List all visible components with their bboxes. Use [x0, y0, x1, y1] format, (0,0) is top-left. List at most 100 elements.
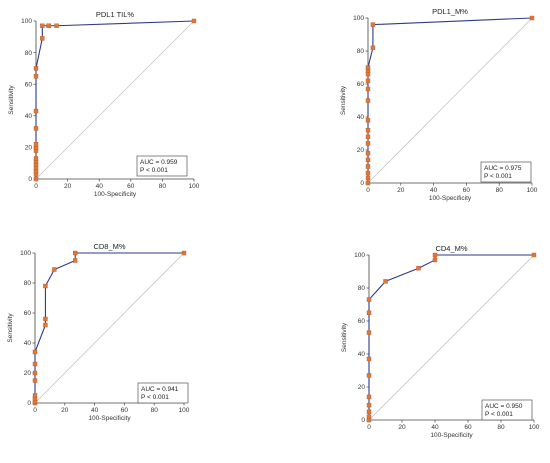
chart-4-y-tick-label: 80: [358, 285, 366, 292]
chart-1-data-point: [33, 74, 39, 79]
chart-2-x-tick-label: 80: [496, 187, 504, 194]
chart-4-p-value-label: P < 0.001: [485, 411, 513, 418]
chart-1-data-point: [33, 108, 39, 114]
chart-2-data-point: [365, 98, 371, 103]
chart-1-x-tick-label: 80: [159, 183, 167, 190]
chart-2-data-point: [365, 151, 371, 156]
chart-3-x-tick-label: 40: [91, 407, 99, 414]
chart-2-data-point: [365, 157, 371, 163]
chart-2-auc-label: AUC = 0.975: [484, 165, 522, 172]
chart-3-reference-diagonal: [34, 252, 185, 404]
chart-1-x-tick-label: 20: [64, 183, 72, 190]
chart-4-y-tick-label: 60: [358, 318, 366, 325]
chart-4-data-point: [416, 266, 421, 271]
chart-2-data-point: [365, 175, 371, 181]
chart-1-data-point: [33, 176, 39, 182]
chart-4-x-tick-label: 40: [431, 424, 439, 431]
chart-1-title: PDL1 TIL%: [96, 10, 135, 19]
chart-3-y-tick-label: 60: [24, 310, 32, 317]
chart-3-y-axis-label: Sensitivity: [7, 313, 14, 343]
chart-1-data-point: [46, 23, 51, 28]
chart-1-data-point: [33, 126, 39, 131]
chart-1-x-tick-label: 100: [189, 183, 200, 190]
chart-1-x-tick-label: 60: [127, 183, 135, 190]
chart-1-y-tick-label: 60: [25, 81, 33, 88]
chart-2-x-tick-label: 20: [397, 187, 405, 194]
chart-3-y-tick-label: 20: [24, 370, 32, 377]
chart-2-data-point: [365, 141, 371, 146]
chart-2-y-tick-label: 60: [357, 81, 365, 88]
chart-4-reference-diagonal: [368, 254, 535, 421]
chart-3-y-tick-label: 80: [24, 280, 32, 287]
chart-3-x-tick-label: 60: [121, 407, 129, 414]
chart-1-x-axis-label: 100-Specificity: [94, 191, 137, 198]
chart-3-x-tick-label: 20: [61, 407, 69, 414]
chart-2-data-point: [529, 15, 535, 21]
chart-1-y-tick-label: 80: [25, 50, 33, 57]
chart-4-y-tick-label: 40: [358, 351, 366, 358]
chart-2-data-point: [370, 45, 376, 50]
chart-4-data-point: [366, 356, 372, 362]
chart-2-p-value-label: P < 0.001: [484, 173, 512, 180]
chart-1-x-tick-label: 0: [34, 183, 38, 190]
chart-4-x-tick-label: 60: [464, 424, 472, 431]
chart-3-data-point: [43, 322, 48, 328]
chart-1-data-point: [33, 66, 39, 71]
chart-2-data-point: [365, 86, 371, 92]
chart-4-x-tick-label: 100: [529, 424, 540, 431]
chart-2-data-point: [365, 65, 371, 70]
chart-3-data-point: [32, 370, 38, 376]
chart-3-data-point: [32, 378, 38, 383]
chart-1-data-point: [33, 142, 39, 147]
chart-1-y-tick-label: 20: [25, 145, 33, 152]
chart-3-data-point: [73, 250, 78, 256]
chart-2-y-tick-label: 0: [360, 180, 364, 187]
chart-3-data-point: [32, 393, 38, 398]
chart-1-legend-box: [136, 155, 188, 177]
chart-1-auc-label: AUC = 0.959: [140, 159, 178, 166]
chart-3-data-point: [73, 258, 78, 263]
chart-2-data-point: [365, 180, 371, 186]
chart-3-x-tick-label: 100: [179, 407, 190, 414]
chart-1-y-tick-label: 0: [28, 176, 32, 183]
chart-3-y-tick-label: 100: [20, 250, 31, 257]
chart-1-y-axis-label: Sensitivity: [8, 85, 15, 115]
chart-3-auc-label: AUC = 0.941: [141, 386, 179, 393]
chart-4-title: CD4_M%: [435, 244, 467, 253]
chart-3-data-point: [43, 283, 48, 289]
chart-4-data-point: [366, 402, 372, 408]
chart-3-y-tick-label: 0: [27, 400, 31, 407]
chart-1-p-value-label: P < 0.001: [140, 167, 168, 174]
chart-2-data-point: [370, 22, 376, 27]
chart-1-reference-diagonal: [35, 20, 195, 180]
chart-2-data-point: [365, 127, 371, 133]
chart-1-data-point: [40, 23, 45, 28]
chart-2-y-tick-label: 40: [357, 114, 365, 121]
chart-4-y-tick-label: 0: [361, 417, 365, 424]
chart-1-y-tick-label: 40: [25, 113, 33, 120]
chart-4-data-point: [366, 409, 372, 414]
chart-3-data-point: [181, 250, 187, 256]
chart-3-x-tick-label: 0: [33, 407, 37, 414]
chart-2-data-point: [365, 170, 371, 176]
chart-3-x-tick-label: 80: [151, 407, 159, 414]
chart-2-y-axis-label: Sensitivity: [340, 85, 347, 115]
chart-1-data-point: [54, 23, 59, 28]
chart-2-data-point: [365, 118, 371, 123]
chart-2-x-tick-label: 60: [463, 187, 471, 194]
chart-4-x-tick-label: 80: [497, 424, 505, 431]
chart-4-y-tick-label: 100: [354, 252, 365, 259]
chart-1-data-point: [191, 18, 197, 24]
chart-2-data-point: [365, 78, 371, 83]
chart-4-data-point: [366, 310, 372, 315]
chart-3-data-point: [43, 316, 48, 322]
chart-3-data-point: [32, 361, 38, 367]
chart-4-y-axis-label: Sensitivity: [341, 322, 348, 352]
chart-4-data-point: [432, 257, 438, 263]
chart-4-data-point: [366, 330, 372, 335]
chart-2-y-tick-label: 100: [353, 15, 364, 22]
chart-2-x-tick-label: 100: [527, 187, 538, 194]
chart-4-y-tick-label: 20: [358, 384, 366, 391]
